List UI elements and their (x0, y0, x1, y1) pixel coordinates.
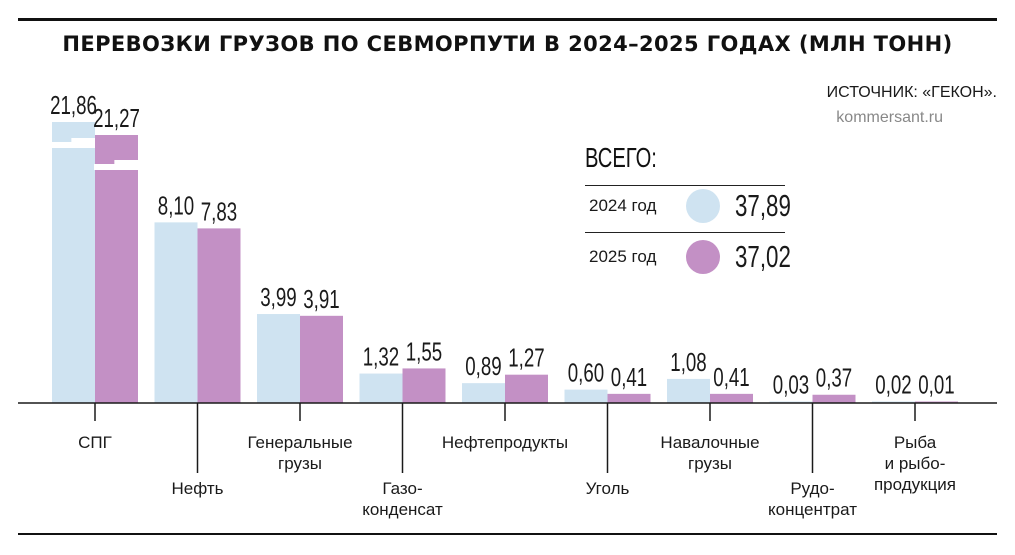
axis-break-mark (71, 138, 96, 142)
site-credit: kommersant.ru (836, 109, 943, 126)
data-label: 1,08 (670, 347, 706, 377)
data-label: 3,91 (303, 284, 339, 314)
data-label: 1,32 (363, 341, 399, 371)
bar-2025 (95, 135, 138, 403)
bar-2024 (52, 122, 95, 403)
legend-year-label: 2024 год (589, 196, 657, 215)
category-label: Рыба (894, 433, 937, 452)
category-label: СПГ (78, 433, 112, 452)
category-label: Уголь (586, 479, 630, 498)
bar-2025 (300, 315, 343, 403)
bar-2025 (710, 393, 753, 403)
category-label: продукция (874, 475, 956, 494)
data-label: 21,86 (50, 90, 97, 120)
source-note: ИСТОЧНИК: «ГЕКОН». (826, 84, 997, 101)
category-label: концентрат (768, 500, 857, 519)
data-label: 0,37 (816, 363, 852, 393)
axis-break-mark (51, 142, 96, 148)
category-label: грузы (278, 454, 322, 473)
legend-item-2024: 2024 год 37,89 (589, 186, 791, 226)
bar-2024 (564, 389, 608, 403)
bar-2025 (505, 374, 548, 403)
category-label: Нефть (172, 479, 224, 498)
data-label: 21,27 (93, 103, 140, 133)
data-label: 0,02 (875, 369, 911, 399)
bar-2024 (257, 314, 300, 403)
bar-2025 (402, 368, 446, 403)
bar-2025 (812, 394, 856, 403)
legend-swatch-2024 (686, 189, 720, 223)
legend-swatch-2025 (686, 240, 720, 274)
data-label: 0,01 (918, 369, 954, 399)
legend: ВСЕГО: 2024 год 37,89 2025 год 37,02 (585, 142, 791, 282)
legend-title: ВСЕГО: (585, 142, 657, 173)
legend-total-2025: 37,02 (735, 239, 791, 274)
data-label: 3,99 (260, 282, 296, 312)
chart-title: ПЕРЕВОЗКИ ГРУЗОВ ПО СЕВМОРПУТИ В 2024–20… (62, 32, 953, 56)
data-label: 1,55 (406, 336, 442, 366)
legend-divider (585, 232, 785, 233)
top-rule (18, 18, 997, 21)
legend-divider (585, 185, 785, 186)
data-label: 7,83 (201, 196, 237, 226)
legend-total-2024: 37,89 (735, 188, 791, 223)
bar-2024 (462, 383, 505, 403)
bottom-rule (18, 533, 997, 535)
category-label: конденсат (362, 500, 443, 519)
category-label: Рудо- (790, 479, 834, 498)
axis-break-mark (94, 164, 139, 170)
category-label: Генеральные (247, 433, 352, 452)
legend-item-2025: 2025 год 37,02 (589, 237, 791, 277)
data-label: 0,60 (568, 358, 604, 388)
category-label: Газо- (382, 479, 422, 498)
axis-break-mark (114, 160, 139, 164)
category-label: и рыбо- (885, 454, 946, 473)
data-label: 1,27 (508, 343, 544, 373)
category-label: Навалочные (660, 433, 759, 452)
bar-2025 (197, 228, 241, 403)
bar-2024 (667, 378, 710, 403)
bar-2025 (607, 393, 651, 403)
bar-2024 (154, 222, 198, 403)
category-label: грузы (688, 454, 732, 473)
bar-2024 (359, 373, 403, 403)
data-label: 0,41 (611, 362, 647, 392)
data-label: 0,89 (465, 351, 501, 381)
data-label: 0,03 (773, 369, 809, 399)
category-label: Нефтепродукты (442, 433, 568, 452)
data-label: 0,41 (713, 362, 749, 392)
legend-year-label: 2025 год (589, 247, 657, 266)
data-label: 8,10 (158, 190, 194, 220)
